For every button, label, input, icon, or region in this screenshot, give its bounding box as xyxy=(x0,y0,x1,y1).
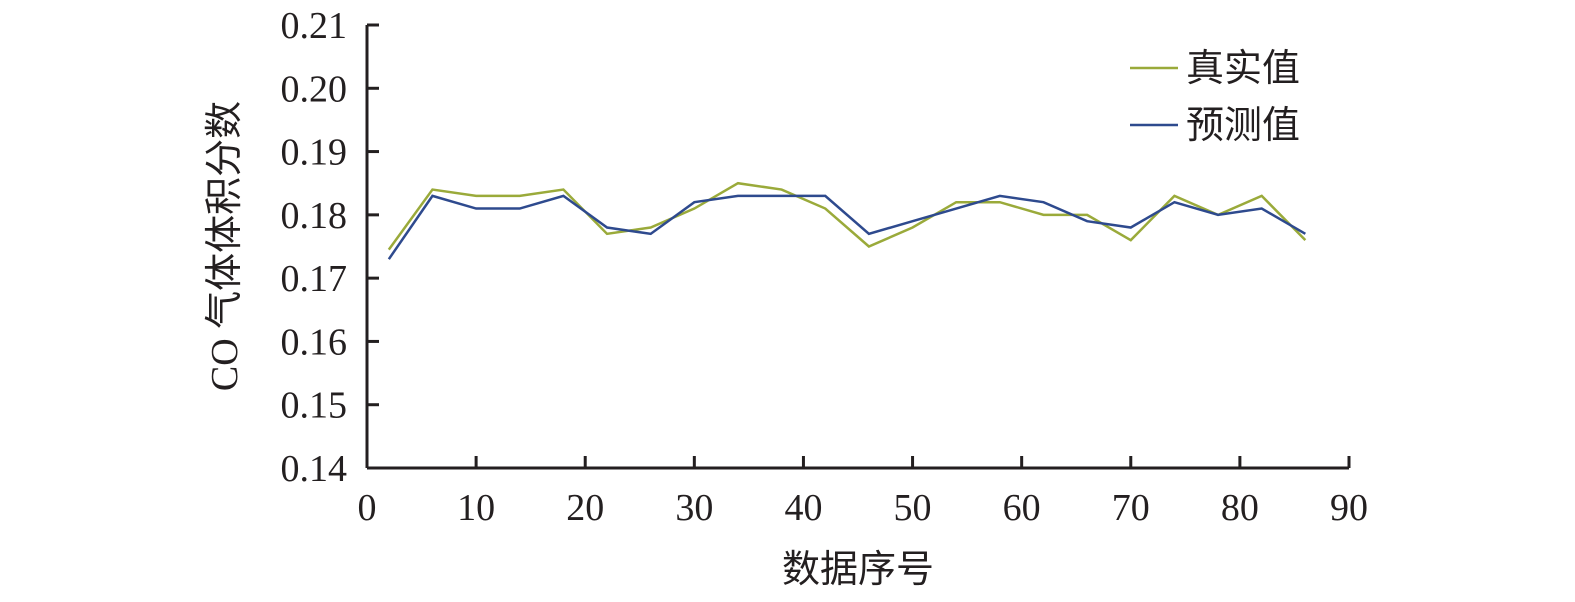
series-line-2 xyxy=(387,194,1306,260)
series-line-1 xyxy=(387,181,1307,251)
x-tick-label: 90 xyxy=(1330,487,1368,529)
y-axis-title: CO 气体体积分数 xyxy=(204,101,246,391)
y-tick-label: 0.14 xyxy=(281,448,348,490)
x-tick-label: 70 xyxy=(1112,487,1150,529)
axes: 0.14 0.15 0.16 0.17 0.18 0.19 0.20 0.21 0 10 20 30 4… xyxy=(281,5,1369,529)
y-tick-label: 0.21 xyxy=(281,5,348,47)
y-tick-label: 0.20 xyxy=(281,68,348,110)
y-tick-label: 0.19 xyxy=(281,132,348,174)
y-tick-label: 0.18 xyxy=(281,195,348,237)
series-group xyxy=(387,181,1307,260)
y-tick-label: 0.17 xyxy=(281,258,348,300)
x-tick-label: 60 xyxy=(1003,487,1041,529)
y-tick-label: 0.15 xyxy=(281,385,348,427)
x-tick-label: 30 xyxy=(675,487,713,529)
legend-label: 真实值 xyxy=(1186,48,1300,90)
x-axis-title: 数据序号 xyxy=(782,549,934,591)
x-tick-label: 80 xyxy=(1221,487,1259,529)
x-tick-label: 0 xyxy=(358,487,377,529)
legend-label: 预测值 xyxy=(1186,105,1300,147)
x-tick-label: 50 xyxy=(894,487,932,529)
x-tick-label: 40 xyxy=(784,487,822,529)
y-tick-label: 0.16 xyxy=(281,321,348,363)
x-tick-label: 10 xyxy=(457,487,495,529)
x-tick-label: 20 xyxy=(566,487,604,529)
